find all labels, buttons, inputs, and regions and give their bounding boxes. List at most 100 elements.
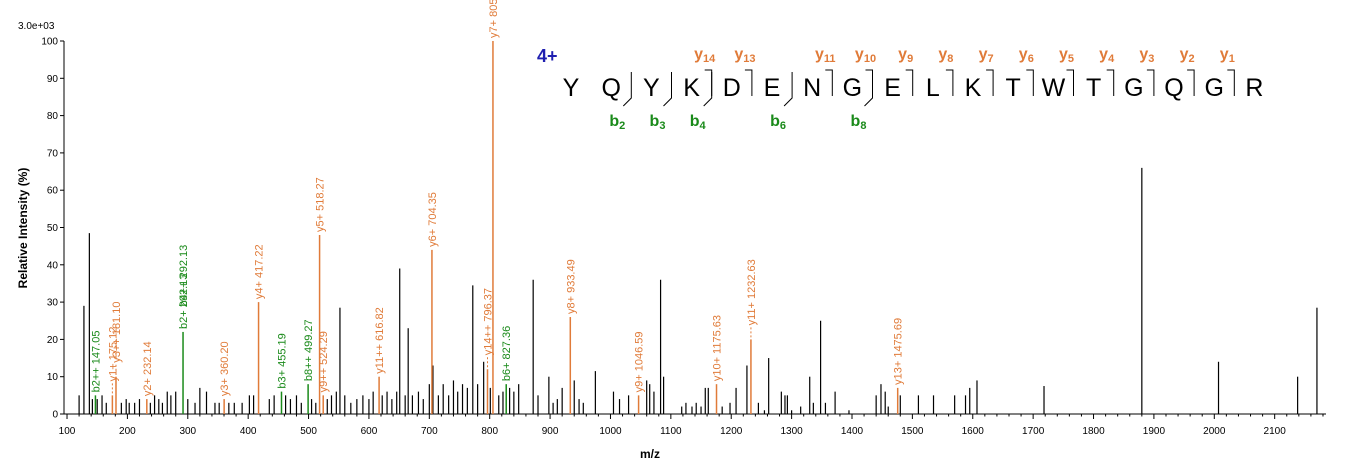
x-tick-label: 1600 xyxy=(962,426,985,437)
peak-label: y11+ 1232.63 xyxy=(746,259,758,325)
y-ion-bracket xyxy=(1066,69,1074,96)
b-ion-bracket xyxy=(864,72,873,107)
x-tick-label: 200 xyxy=(119,426,136,437)
y-tick-label: 60 xyxy=(47,186,59,197)
peak-label: b8++ 499.27 xyxy=(303,319,315,381)
x-tick-label: 1500 xyxy=(901,426,924,437)
sequence-residue: T xyxy=(1006,74,1021,102)
x-tick-label: 900 xyxy=(542,426,559,437)
x-tick-label: 1000 xyxy=(599,426,622,437)
y-axis: 0 10 20 30 40 50 60 70 80 90 100 xyxy=(41,37,65,421)
y-ion-bracket xyxy=(1187,69,1195,96)
y-ion-label: y10 xyxy=(855,46,876,65)
y-ion-bracket xyxy=(1146,69,1155,96)
sequence-residue: G xyxy=(1124,74,1143,102)
y-ion-bracket xyxy=(704,69,713,96)
x-tick-label: 800 xyxy=(481,426,498,437)
peak-label: y14++ 796.37 xyxy=(483,288,495,355)
x-axis: 100 200 300 400 500 600 700 800 900 1000 1100 1200 1… xyxy=(59,413,1326,437)
y-ion-bracket xyxy=(744,69,753,96)
peak-label: y4+ 417.22 xyxy=(254,244,266,299)
y-ion-label: y1 xyxy=(1220,46,1235,65)
x-tick-label: 400 xyxy=(240,426,257,437)
peak-label: b3+ 455.19 xyxy=(276,333,288,388)
x-tick-label: 300 xyxy=(179,426,196,437)
x-tick-label: 1700 xyxy=(1022,426,1045,437)
b-ion-label: b2 xyxy=(609,113,625,132)
y-tick-label: 30 xyxy=(47,298,59,309)
y-tick-label: 20 xyxy=(47,335,59,346)
sequence-residue: R xyxy=(1245,74,1263,102)
x-tick-label: 1100 xyxy=(660,426,682,437)
peak-label: y9++ 524.29 xyxy=(318,331,330,392)
peak-label: y6+ 704.35 xyxy=(427,192,439,247)
b-ion-bracket xyxy=(663,72,672,107)
peak-label: b2++ 147.05 xyxy=(90,331,102,393)
b-ion-label: b8 xyxy=(851,113,867,132)
y-ion-bracket xyxy=(905,69,914,96)
peak-label: b6+ 827.36 xyxy=(501,326,513,381)
y-ion-label: y4 xyxy=(1099,46,1115,65)
peak-label: b4++ 292.13 xyxy=(178,245,190,307)
peak-label: b2+ 292.13 xyxy=(178,274,190,329)
y-tick-label: 100 xyxy=(41,37,58,48)
b-ion-bracket xyxy=(783,72,793,107)
sequence-residue: Y xyxy=(563,74,580,102)
sequence-residue: K xyxy=(683,74,700,102)
peak-label: y1+ 175.12 xyxy=(107,327,119,382)
y-tick-label: 80 xyxy=(47,111,59,122)
peak-label: y8+ 933.49 xyxy=(565,259,577,314)
y-ion-label: y6 xyxy=(1019,46,1034,65)
peak-label: y7+ 805.39 xyxy=(488,0,500,38)
intensity-scale-label: 3.0e+03 xyxy=(18,21,55,32)
y-tick-label: 10 xyxy=(47,372,59,383)
peak-label: y13+ 1475.69 xyxy=(893,318,905,385)
peak-label: y10+ 1175.63 xyxy=(712,315,724,381)
sequence-residue: G xyxy=(843,74,862,102)
sequence-residue: E xyxy=(884,74,901,102)
y-ion-label: y8 xyxy=(938,46,953,65)
sequence-residue: Q xyxy=(601,74,620,102)
y-ion-bracket xyxy=(1106,69,1115,96)
y-ion-label: y5 xyxy=(1059,46,1074,65)
x-tick-label: 1300 xyxy=(780,426,803,437)
sequence-residue: W xyxy=(1042,74,1066,102)
b-ion-label: b3 xyxy=(650,113,666,132)
x-tick-label: 500 xyxy=(300,426,317,437)
y-tick-label: 40 xyxy=(47,260,59,271)
x-tick-label: 700 xyxy=(421,426,438,437)
y-ion-label: y13 xyxy=(734,46,755,65)
sequence-residue: T xyxy=(1086,74,1101,102)
b-ion-bracket xyxy=(703,72,713,107)
y-axis-title: Relative Intensity (%) xyxy=(16,168,30,289)
y-ion-label: y11 xyxy=(815,46,836,65)
x-axis-title: m/z xyxy=(640,447,660,461)
y-ion-bracket xyxy=(945,69,954,96)
peak-label: y2+ 232.14 xyxy=(142,341,154,396)
sequence-residue: Y xyxy=(643,74,660,102)
b-ion-label: b6 xyxy=(770,113,786,132)
x-tick-label: 1400 xyxy=(841,426,864,437)
peak-label: y9+ 1046.59 xyxy=(634,331,646,392)
sequence-residue: E xyxy=(764,74,781,102)
y-ion-bracket xyxy=(986,69,994,96)
b-ion-label: b4 xyxy=(690,113,707,132)
x-tick-label: 1800 xyxy=(1082,426,1105,437)
x-tick-label: 100 xyxy=(59,426,76,437)
y-tick-label: 50 xyxy=(47,223,59,234)
y-ion-label: y7 xyxy=(979,46,994,65)
x-tick-label: 1200 xyxy=(720,426,743,437)
y-ion-bracket xyxy=(865,69,873,96)
y-ion-bracket xyxy=(825,69,833,96)
sequence-residue: L xyxy=(926,74,940,102)
spectrum-peaks xyxy=(78,41,1318,414)
y-ion-bracket xyxy=(1026,69,1034,96)
x-tick-label: 2100 xyxy=(1264,426,1287,437)
y-tick-label: 70 xyxy=(47,148,59,159)
charge-state-label: 4+ xyxy=(537,46,558,66)
peak-label: y3+ 360.20 xyxy=(219,341,231,396)
x-tick-label: 2000 xyxy=(1203,426,1226,437)
sequence-residue: G xyxy=(1204,74,1223,102)
y-tick-label: 90 xyxy=(47,74,59,85)
